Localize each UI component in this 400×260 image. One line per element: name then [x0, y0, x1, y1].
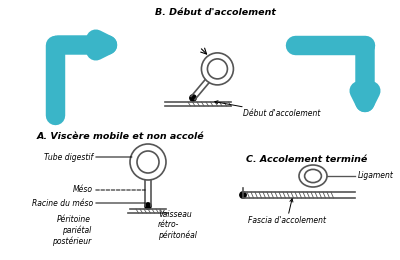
Text: Racine du méso: Racine du méso [32, 198, 145, 207]
Text: Fascia d'accolement: Fascia d'accolement [248, 199, 326, 225]
Circle shape [190, 95, 196, 101]
Text: A. Viscère mobile et non accolé: A. Viscère mobile et non accolé [36, 132, 204, 141]
Text: Vaisseau
rétro-
péritonéal: Vaisseau rétro- péritonéal [158, 210, 197, 240]
Text: Tube digestif: Tube digestif [44, 153, 132, 161]
Text: Début d'accolement: Début d'accolement [215, 101, 320, 119]
Circle shape [240, 192, 246, 198]
Text: Ligament: Ligament [358, 172, 394, 180]
Text: Péritoine
pariétal
postérieur: Péritoine pariétal postérieur [52, 215, 91, 246]
Text: Méso: Méso [73, 185, 145, 194]
Text: B. Début d'accolement: B. Début d'accolement [154, 8, 276, 17]
Text: C. Accolement terminé: C. Accolement terminé [246, 155, 368, 164]
Circle shape [145, 203, 151, 209]
